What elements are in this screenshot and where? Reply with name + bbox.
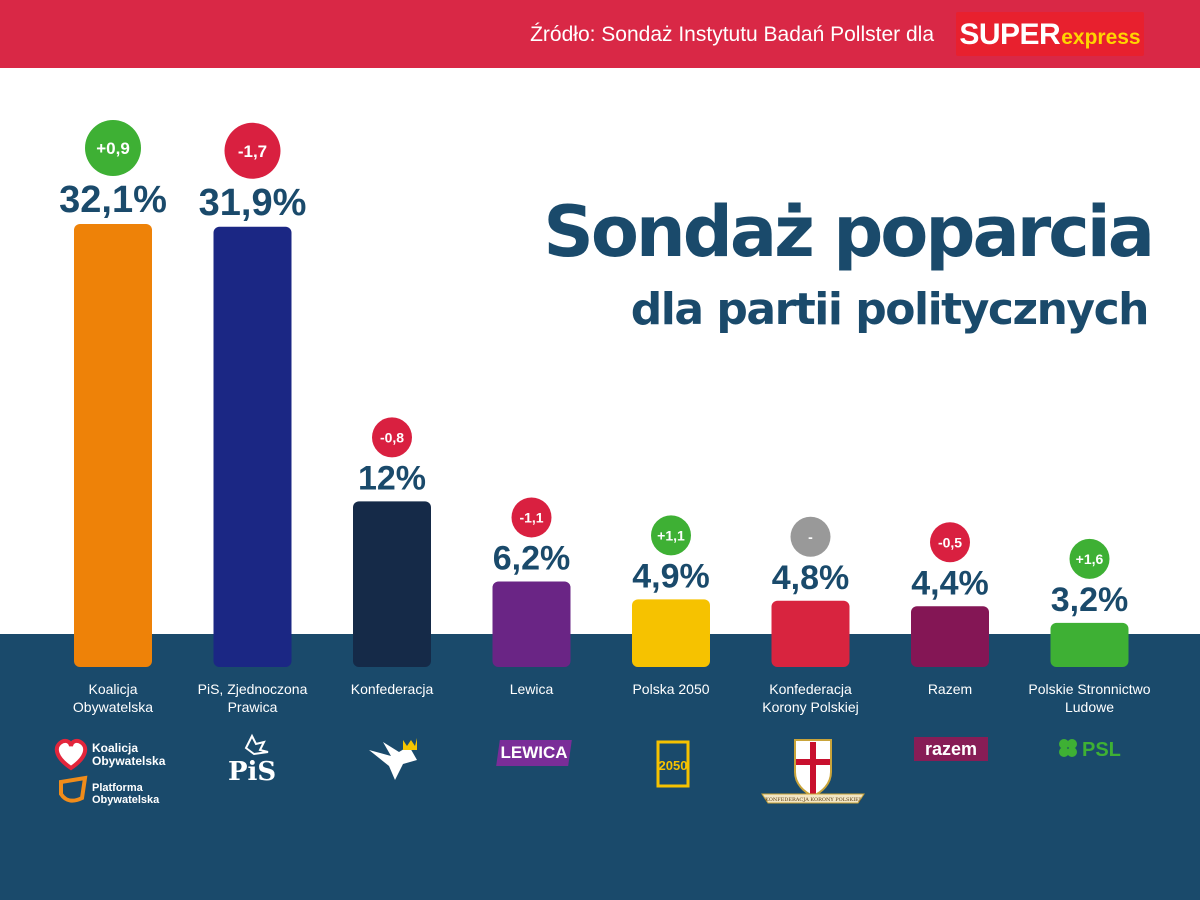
chart-title: Sondaż poparcia [543,191,1155,273]
value-label: 31,9% [199,182,307,224]
value-label: 4,9% [632,557,710,595]
crown-icon [403,738,417,750]
party-name-line: Konfederacja [769,681,852,697]
party-name-label: Razem [880,680,1020,698]
polska2050-logo-svg: 2050 [656,740,690,788]
razem-logo-text: razem [924,739,978,759]
kkp-cross-icon [796,742,830,794]
party-name-label: Lewica [462,680,602,698]
bar [1050,622,1129,667]
po-shield-icon [59,775,88,803]
chart-subtitle: dla partii politycznych [630,284,1150,335]
logo-konfederacja [365,736,419,784]
psl-logo-text: PSL [1082,739,1121,761]
change-badge [224,122,281,179]
bar [492,581,571,667]
party-name-label: Koalicja Obywatelska [43,680,183,716]
party-name-line: Ludowe [1064,699,1115,715]
ko-logo-line2: Obywatelska [92,754,166,768]
heart-icon [54,738,88,771]
party-name-line: Lewica [509,681,554,697]
party-name-label: Polskie Stronnictwo Ludowe [1020,680,1160,716]
pis-logo-text: PiS [228,757,276,786]
logo-polska-2050: 2050 [656,740,690,788]
party-name-line: Konfederacja [350,681,434,697]
konfederacja-logo-svg [369,738,417,780]
ko-logo-line1: Koalicja [92,741,138,755]
party-name-line: Polska 2050 [632,681,710,697]
value-label: 32,1% [59,179,167,221]
bar [911,606,989,667]
change-label: -1,1 [519,509,543,525]
party-name-label: PiS, Zjednoczona Prawica [183,680,323,716]
party-name-label: Polska 2050 [601,680,741,698]
logo-razem: razem [914,737,988,761]
eagle-icon [244,733,269,756]
kkp-logo-svg: KONFEDERACJA KORONY POLSKIEJ [761,739,865,804]
bar [74,224,152,667]
polska2050-logo-text: 2050 [659,758,688,773]
bar [213,226,292,667]
value-label: 3,2% [1051,581,1129,619]
change-badge [85,120,141,177]
pis-logo-svg: PiS [228,733,276,787]
eagle-head-icon [369,742,417,780]
change-badge [1069,538,1110,579]
change-badge [372,417,412,458]
kkp-ribbon-text: KONFEDERACJA KORONY POLSKIEJ [765,797,861,803]
value-label: 6,2% [493,539,571,577]
value-label: 12% [358,459,426,497]
logo-koalicja-obywatelska: Koalicja Obywatelska Platforma Obywatels… [52,736,182,808]
logo-lewica: LEWICA [496,740,572,766]
value-label: 4,4% [911,564,989,602]
source-text: Źródło: Sondaż Instytutu Badań Pollster … [530,23,934,46]
change-label: +1,1 [657,527,685,543]
po-logo-line2: Obywatelska [92,794,160,806]
lewica-logo-text: LEWICA [500,743,568,762]
change-badge [930,522,970,563]
ko-logo-svg: Koalicja Obywatelska Platforma Obywatels… [54,738,166,806]
brand-express-text: express [1061,26,1141,49]
change-label: -0,8 [380,429,404,445]
polska2050-frame-icon [656,740,690,788]
change-label: -0,5 [938,534,962,550]
change-label: -1,7 [238,142,267,161]
bar [353,501,431,667]
psl-logo-svg: PSL [1059,739,1121,761]
party-name-line: Obywatelska [72,699,154,715]
bar [632,599,710,667]
change-label: +0,9 [96,139,130,158]
kkp-ribbon-icon [761,793,865,804]
brand-super-text: SUPER [959,18,1061,51]
change-label: - [808,529,813,545]
po-logo-line1: Platforma [92,782,144,794]
party-name-line: Prawica [227,699,278,715]
party-name-line: Razem [927,681,973,697]
logo-pis: PiS [224,732,280,787]
party-name-label: Konfederacja Korony Polskiej [741,680,881,716]
logo-psl: PSL [1056,736,1126,762]
value-label: 4,8% [772,559,850,597]
change-badge [790,516,831,557]
super-express-logo: SUPER express [956,12,1144,56]
bottom-band [0,634,1200,900]
clover-icon [1059,739,1077,757]
bar [771,600,850,667]
change-badge [651,515,691,556]
change-badge [511,497,552,538]
logo-konfederacja-korony-polskiej: KONFEDERACJA KORONY POLSKIEJ [758,736,868,806]
change-label: +1,6 [1076,551,1104,567]
party-name-label: Konfederacja [322,680,462,698]
header-bar: Źródło: Sondaż Instytutu Badań Pollster … [0,0,1200,68]
party-name-line: Korony Polskiej [762,699,859,715]
party-name-line: PiS, Zjednoczona [197,681,308,697]
party-name-line: Polskie Stronnictwo [1028,681,1151,697]
party-name-line: Koalicja [88,681,138,697]
